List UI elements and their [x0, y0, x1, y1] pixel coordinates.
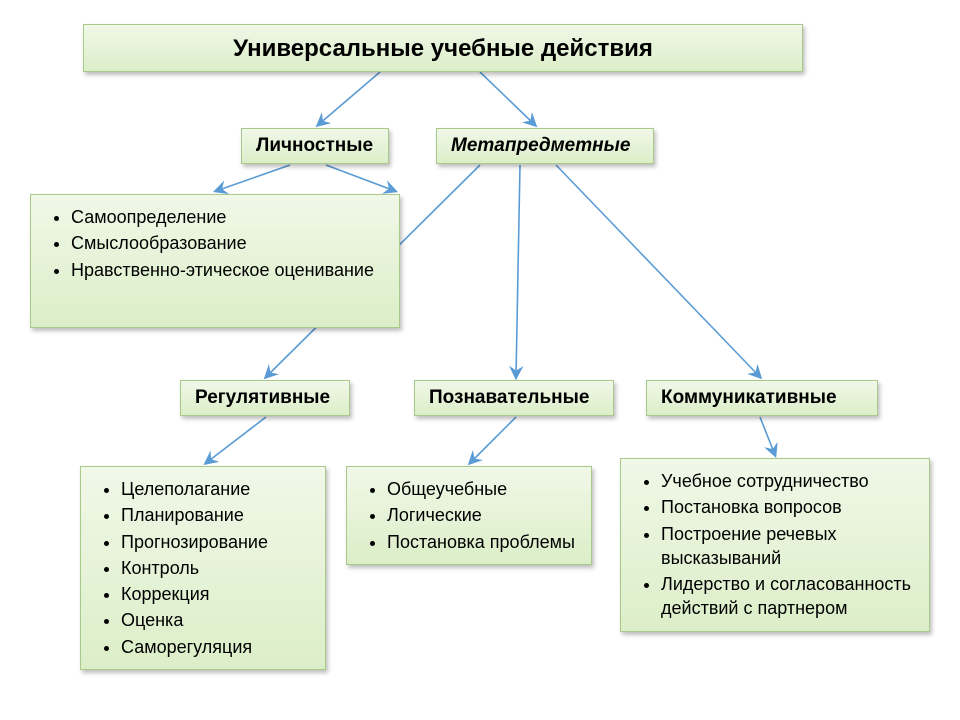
category-meta-label: Метапредметные	[451, 135, 630, 156]
category-meta: Метапредметные	[436, 128, 654, 164]
cognitive-list: Общеучебные Логические Постановка пробле…	[346, 466, 592, 565]
arrow	[206, 417, 266, 463]
list-item: Оценка	[121, 608, 311, 632]
arrow	[326, 165, 395, 191]
arrow	[556, 165, 760, 377]
arrow	[760, 417, 775, 455]
communicative-list: Учебное сотрудничество Постановка вопрос…	[620, 458, 930, 632]
arrow	[480, 72, 535, 125]
arrow	[516, 165, 520, 377]
category-communicative: Коммуникативные	[646, 380, 878, 416]
personal-list: Самоопределение Смыслообразование Нравст…	[30, 194, 400, 328]
category-communicative-label: Коммуникативные	[661, 387, 837, 408]
list-item: Целеполагание	[121, 477, 311, 501]
list-item: Учебное сотрудничество	[661, 469, 915, 493]
list-item: Логические	[387, 503, 577, 527]
title-text: Универсальные учебные действия	[233, 35, 653, 62]
list-item: Планирование	[121, 503, 311, 527]
category-regulative-label: Регулятивные	[195, 387, 330, 408]
arrow	[318, 72, 380, 125]
list-item: Постановка проблемы	[387, 530, 577, 554]
arrow	[470, 417, 516, 463]
category-regulative: Регулятивные	[180, 380, 350, 416]
list-item: Лидерство и согласованность действий с п…	[661, 572, 915, 621]
list-item: Самоопределение	[71, 205, 385, 229]
category-personal-label: Личностные	[256, 135, 373, 156]
list-item: Контроль	[121, 556, 311, 580]
list-item: Прогнозирование	[121, 530, 311, 554]
list-item: Построение речевых высказываний	[661, 522, 915, 571]
list-item: Коррекция	[121, 582, 311, 606]
arrow	[216, 165, 290, 191]
list-item: Постановка вопросов	[661, 495, 915, 519]
list-item: Общеучебные	[387, 477, 577, 501]
title-box: Универсальные учебные действия	[83, 24, 803, 72]
list-item: Смыслообразование	[71, 231, 385, 255]
list-item: Нравственно-этическое оценивание	[71, 258, 385, 282]
category-cognitive: Познавательные	[414, 380, 614, 416]
list-item: Саморегуляция	[121, 635, 311, 659]
category-cognitive-label: Познавательные	[429, 387, 589, 408]
regulative-list: Целеполагание Планирование Прогнозирован…	[80, 466, 326, 670]
category-personal: Личностные	[241, 128, 389, 164]
